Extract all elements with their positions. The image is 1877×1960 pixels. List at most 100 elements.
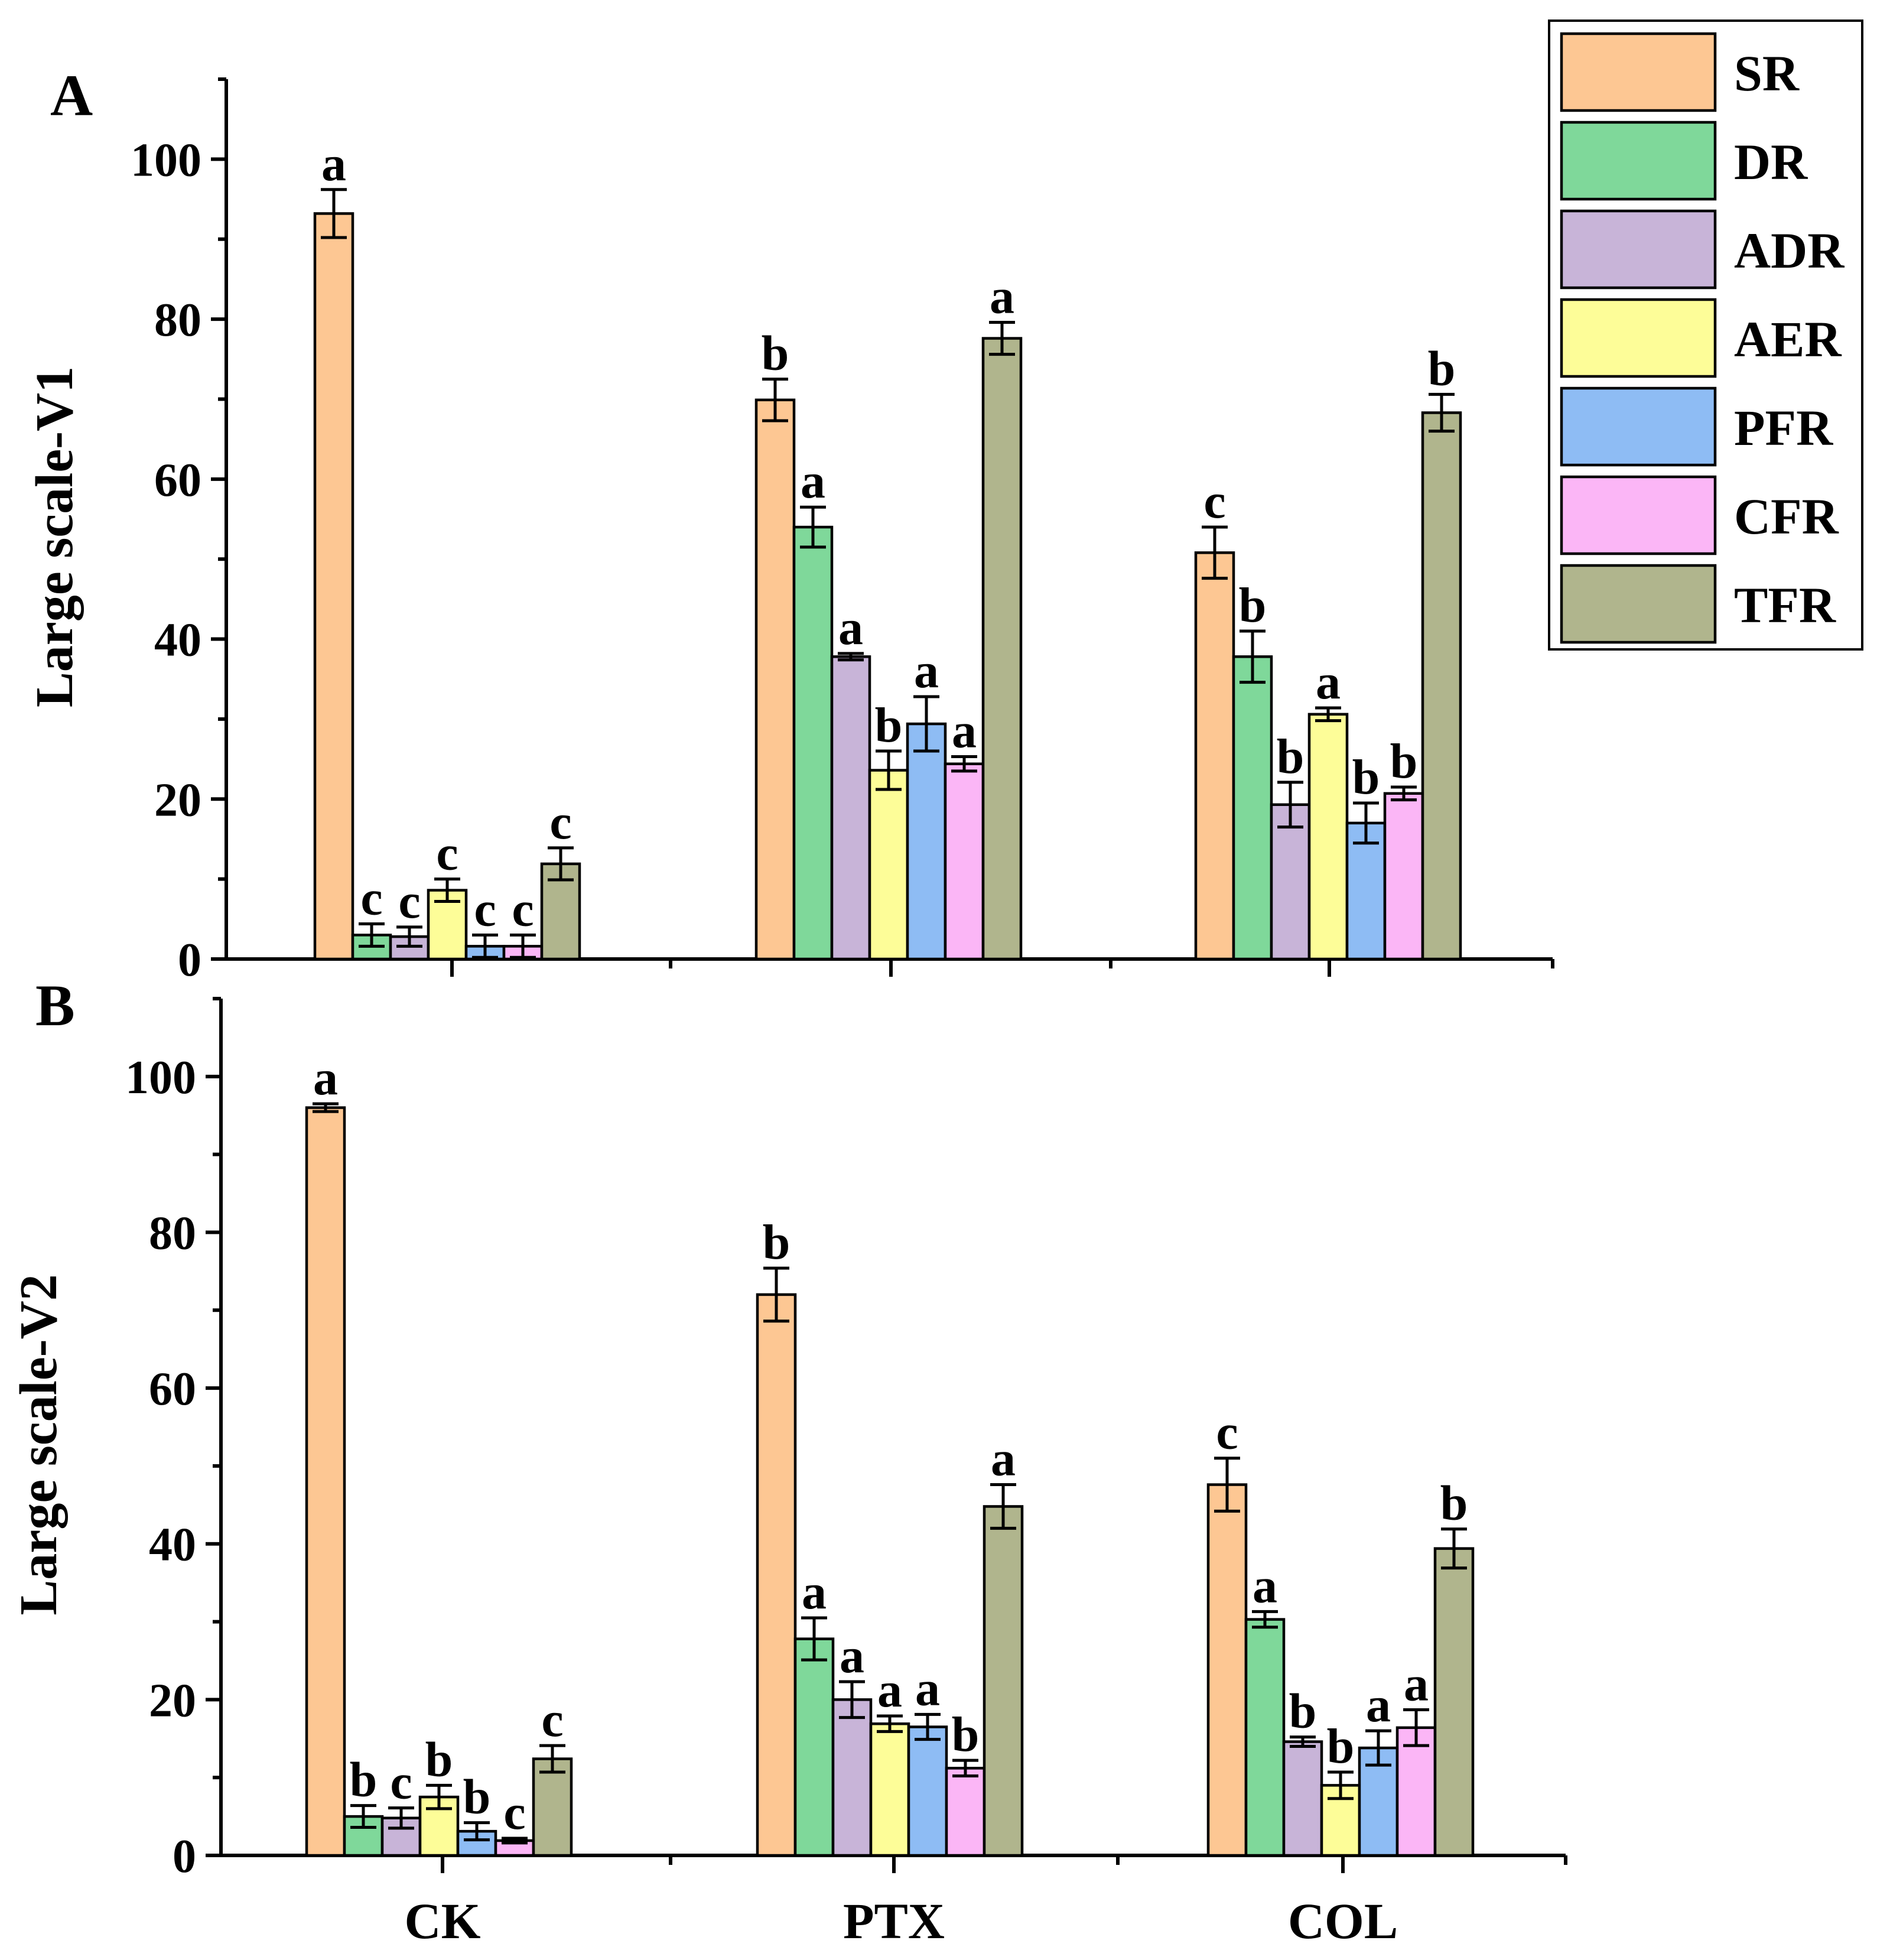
significance-letter: a xyxy=(1366,1678,1391,1733)
y-tick-label: 40 xyxy=(149,1519,196,1571)
bar xyxy=(1206,1483,1248,1857)
legend-label: TFR xyxy=(1734,577,1836,633)
legend-swatch xyxy=(1560,32,1717,112)
significance-letter: a xyxy=(840,1629,864,1683)
legend-label: PFR xyxy=(1734,399,1833,456)
bar xyxy=(792,525,834,961)
y-tick-label: 0 xyxy=(173,1831,196,1883)
significance-letter: b xyxy=(350,1753,378,1808)
significance-letter: a xyxy=(914,643,939,698)
significance-letter: b xyxy=(425,1732,453,1787)
panel-label: B xyxy=(35,973,75,1038)
significance-letter: a xyxy=(877,1663,902,1718)
legend-label: SR xyxy=(1734,45,1800,102)
bar xyxy=(906,722,947,961)
significance-letter: a xyxy=(801,454,825,509)
bar xyxy=(1194,551,1235,961)
bar xyxy=(1232,655,1273,961)
significance-letter: b xyxy=(1239,578,1267,633)
significance-letter: a xyxy=(952,704,977,759)
bar xyxy=(1307,713,1349,961)
y-tick-label: 0 xyxy=(178,934,201,986)
significance-letter: c xyxy=(541,1692,563,1747)
bar xyxy=(944,762,985,961)
y-tick-label: 100 xyxy=(125,1052,196,1104)
bar xyxy=(313,212,354,961)
significance-letter: b xyxy=(952,1707,980,1762)
bar xyxy=(907,1725,948,1857)
bar xyxy=(945,1767,986,1857)
significance-letter: b xyxy=(762,326,789,381)
significance-letter: c xyxy=(474,882,496,937)
legend-swatch xyxy=(1560,209,1717,290)
y-axis-label: Large scale-V2 xyxy=(9,1274,68,1615)
x-category-label: PTX xyxy=(843,1893,945,1949)
bar xyxy=(1345,821,1387,961)
significance-letter: b xyxy=(1352,750,1380,805)
legend-label: AER xyxy=(1734,311,1842,368)
legend-swatch xyxy=(1560,386,1717,467)
significance-letter: c xyxy=(503,1785,525,1840)
y-axis-label: Large scale-V1 xyxy=(25,366,84,707)
bar xyxy=(305,1106,346,1857)
bar xyxy=(869,1722,910,1857)
significance-letter: c xyxy=(398,874,420,929)
y-tick-label: 80 xyxy=(154,294,201,346)
legend-swatch xyxy=(1560,564,1717,644)
legend-swatch xyxy=(1560,121,1717,201)
significance-letter: c xyxy=(1216,1405,1238,1460)
significance-letter: c xyxy=(512,882,534,937)
y-tick-label: 80 xyxy=(149,1207,196,1259)
legend-label: ADR xyxy=(1734,222,1845,279)
significance-letter: c xyxy=(390,1755,412,1810)
y-tick-label: 40 xyxy=(154,615,201,667)
significance-letter: a xyxy=(1316,655,1341,710)
significance-letter: c xyxy=(1203,474,1225,529)
significance-letter: b xyxy=(763,1215,791,1270)
significance-letter: c xyxy=(549,795,571,850)
significance-letter: a xyxy=(990,269,1014,324)
bar xyxy=(756,1293,797,1857)
significance-letter: b xyxy=(463,1770,491,1825)
significance-letter: a xyxy=(321,136,346,191)
legend-swatch xyxy=(1560,475,1717,555)
significance-letter: b xyxy=(1289,1684,1317,1739)
y-tick-label: 60 xyxy=(149,1363,196,1415)
legend-label: CFR xyxy=(1734,488,1839,545)
bar xyxy=(1244,1618,1286,1857)
significance-letter: a xyxy=(838,600,863,655)
y-tick-label: 20 xyxy=(149,1675,196,1727)
significance-letter: b xyxy=(1390,734,1418,789)
bar xyxy=(981,337,1023,961)
panel-label: A xyxy=(50,63,93,128)
y-tick-label: 20 xyxy=(154,774,201,826)
y-tick-label: 100 xyxy=(131,134,201,186)
bar xyxy=(1433,1547,1475,1857)
bar xyxy=(532,1757,573,1857)
legend: SR DR ADR AER PFR CFR TFR xyxy=(1548,19,1863,651)
significance-letter: c xyxy=(360,870,382,925)
x-category-label: CK xyxy=(405,1893,481,1949)
significance-letter: a xyxy=(991,1432,1016,1487)
bar xyxy=(793,1637,835,1857)
x-category-label: COL xyxy=(1288,1893,1398,1949)
significance-letter: a xyxy=(1404,1657,1429,1712)
significance-letter: c xyxy=(436,826,458,881)
significance-letter: b xyxy=(875,698,903,753)
bar xyxy=(1421,411,1462,961)
bar xyxy=(1282,1740,1323,1857)
y-tick-label: 60 xyxy=(154,454,201,506)
legend-swatch xyxy=(1560,298,1717,378)
significance-letter: b xyxy=(1327,1719,1355,1774)
significance-letter: b xyxy=(1277,729,1305,784)
significance-letter: a xyxy=(1253,1558,1277,1613)
significance-letter: a xyxy=(802,1565,827,1620)
significance-letter: b xyxy=(1440,1476,1468,1531)
bar xyxy=(754,398,796,961)
bar xyxy=(983,1505,1024,1857)
bar xyxy=(1395,1726,1437,1857)
significance-letter: b xyxy=(1428,341,1456,396)
bar xyxy=(831,1698,873,1857)
